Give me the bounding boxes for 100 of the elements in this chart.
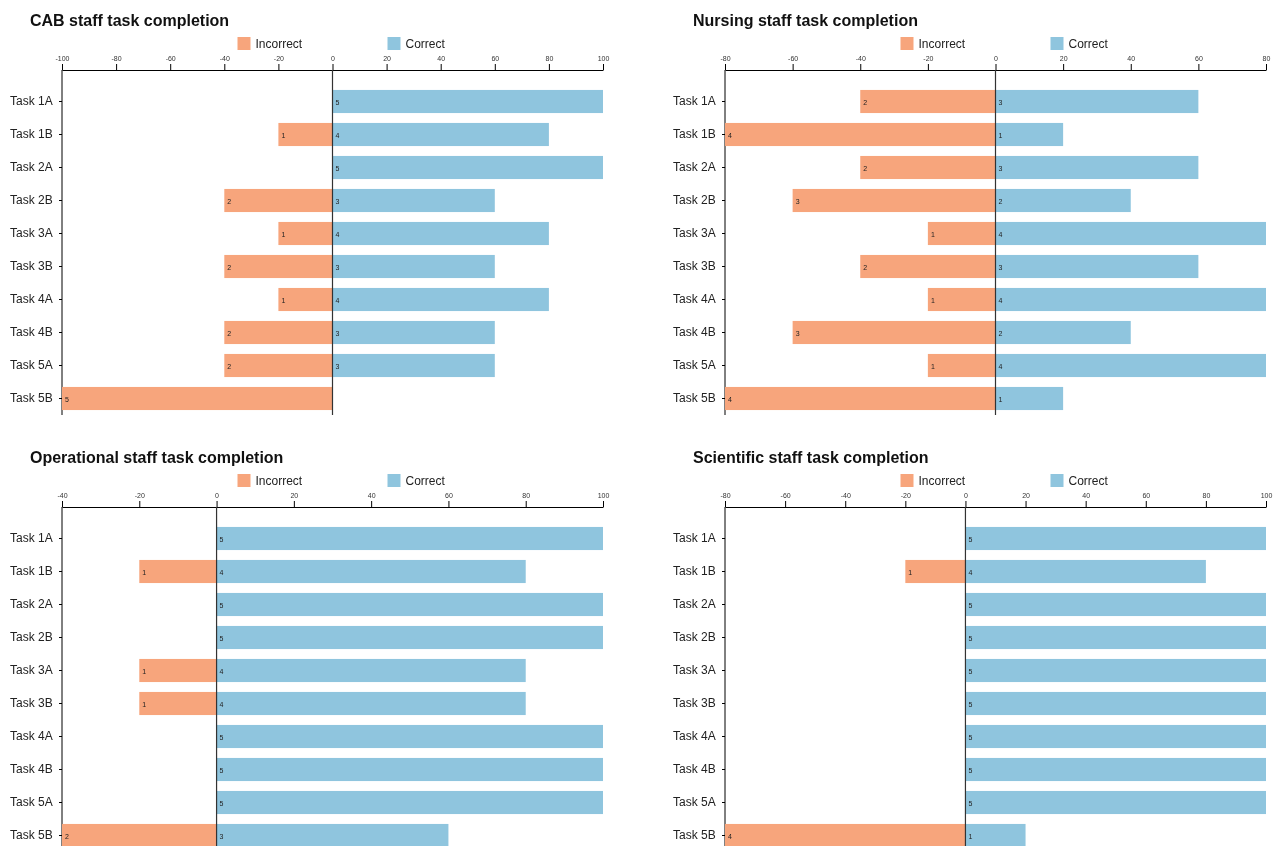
y-tick-label: Task 2B [673, 630, 716, 645]
y-tick-label: Task 3A [10, 226, 53, 241]
y-tick-label: Task 3A [673, 663, 716, 678]
chart-title: CAB staff task completion [30, 12, 230, 29]
y-tick-label: Task 4B [673, 762, 716, 777]
bar [965, 724, 1266, 749]
y-tick-label: Task 3B [673, 696, 716, 711]
bar [62, 823, 217, 846]
bar [995, 122, 1064, 147]
bar [927, 353, 996, 378]
bar [278, 221, 333, 246]
legend-label: Correct [405, 37, 446, 51]
y-tick-label: Task 5A [10, 358, 53, 373]
bar [332, 188, 495, 213]
bar [216, 559, 526, 584]
y-tick-label: Task 5A [673, 795, 716, 810]
bar [332, 320, 495, 345]
bar [725, 823, 966, 846]
y-tick-label: Task 4B [673, 325, 716, 340]
bar [139, 691, 217, 716]
bar [995, 320, 1131, 345]
bar [62, 386, 333, 411]
bar [995, 386, 1064, 411]
bar [965, 559, 1206, 584]
y-tick-label: Task 1A [673, 94, 716, 109]
y-tick-label: Task 2A [10, 597, 53, 612]
y-tick-label: Task 1B [673, 127, 716, 142]
bar [216, 757, 603, 782]
bar [332, 221, 549, 246]
legend-label: Incorrect [918, 37, 966, 51]
bar [965, 625, 1266, 650]
y-tick-label: Task 1B [10, 127, 53, 142]
bar [332, 287, 549, 312]
y-tick-label: Task 4B [10, 325, 53, 340]
bar [965, 592, 1266, 617]
y-tick-label: Task 3A [673, 226, 716, 241]
bar [224, 188, 333, 213]
bar [995, 353, 1266, 378]
bar [995, 89, 1199, 114]
y-tick-label: Task 1A [10, 531, 53, 546]
legend-label: Correct [1068, 37, 1109, 51]
bar [995, 287, 1266, 312]
y-tick-label: Task 4A [10, 729, 53, 744]
y-tick-label: Task 2A [673, 160, 716, 175]
bar [224, 254, 333, 279]
bar [995, 188, 1131, 213]
bar [216, 823, 449, 846]
bar [216, 724, 603, 749]
y-tick-label: Task 1B [673, 564, 716, 579]
bar [139, 559, 217, 584]
bar [965, 658, 1266, 683]
legend-label: Incorrect [918, 474, 966, 488]
bar [965, 823, 1026, 846]
bar [965, 790, 1266, 815]
y-tick-label: Task 2A [673, 597, 716, 612]
bar [278, 122, 333, 147]
bar [792, 188, 996, 213]
legend-label: Incorrect [255, 37, 303, 51]
y-tick-label: Task 4B [10, 762, 53, 777]
bar [216, 658, 526, 683]
bar [216, 790, 603, 815]
bar [725, 122, 996, 147]
bar [792, 320, 996, 345]
y-tick-label: Task 4A [673, 292, 716, 307]
bar [216, 592, 603, 617]
bar [224, 353, 333, 378]
y-tick-label: Task 1A [673, 531, 716, 546]
bar [995, 155, 1199, 180]
bar [927, 221, 996, 246]
y-tick-label: Task 1B [10, 564, 53, 579]
y-tick-label: Task 3B [673, 259, 716, 274]
bar [278, 287, 333, 312]
legend-label: Correct [405, 474, 446, 488]
bar [224, 320, 333, 345]
legend-label: Correct [1068, 474, 1109, 488]
bar [965, 757, 1266, 782]
bar [216, 625, 603, 650]
bar [139, 658, 217, 683]
y-tick-label: Task 5B [10, 391, 53, 406]
y-tick-label: Task 3B [10, 259, 53, 274]
bar [332, 254, 495, 279]
bar [927, 287, 996, 312]
y-tick-label: Task 5A [10, 795, 53, 810]
bar [965, 526, 1266, 551]
bar [332, 155, 603, 180]
bar [965, 691, 1266, 716]
y-tick-label: Task 2B [10, 630, 53, 645]
chart-title: Operational staff task completion [30, 449, 284, 466]
y-tick-label: Task 4A [673, 729, 716, 744]
y-tick-label: Task 5A [673, 358, 716, 373]
bar [332, 353, 495, 378]
bar [725, 386, 996, 411]
bar [332, 89, 603, 114]
legend-label: Incorrect [255, 474, 303, 488]
chart-title: Scientific staff task completion [693, 449, 929, 466]
y-tick-label: Task 1A [10, 94, 53, 109]
y-tick-label: Task 5B [10, 828, 53, 843]
y-tick-label: Task 5B [673, 828, 716, 843]
y-tick-label: Task 2B [10, 193, 53, 208]
y-tick-label: Task 3B [10, 696, 53, 711]
